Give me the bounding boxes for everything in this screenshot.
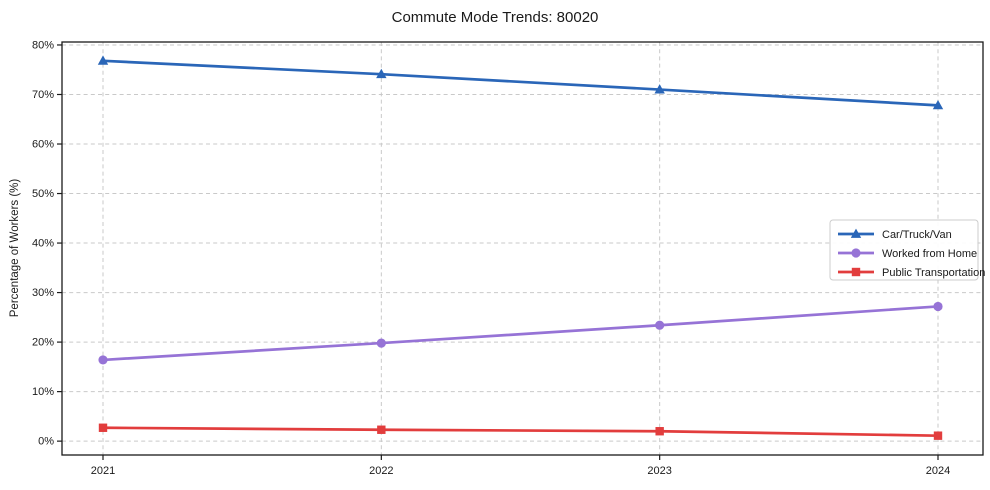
circle-marker xyxy=(376,338,386,348)
legend: Car/Truck/Van Worked from Home Public Tran… xyxy=(829,219,985,281)
y-tick-label: 50% xyxy=(32,188,54,200)
circle-marker xyxy=(933,301,943,312)
y-tick-label: 0% xyxy=(38,436,54,448)
y-tick-label: 60% xyxy=(32,139,54,151)
triangle-marker xyxy=(654,84,665,94)
plot-frame xyxy=(61,41,984,456)
legend-label: Public Transportation xyxy=(882,267,985,279)
square-marker xyxy=(933,431,943,440)
triangle-marker xyxy=(932,99,944,110)
square-marker xyxy=(851,267,861,277)
chart-title: Commute Mode Trends: 80020 xyxy=(391,9,599,26)
y-tick-label: 40% xyxy=(32,238,54,250)
legend-label: Car/Truck/Van xyxy=(882,229,952,241)
square-marker xyxy=(98,423,108,432)
square-marker xyxy=(377,425,386,434)
x-tick-label: 2024 xyxy=(926,465,950,477)
triangle-marker xyxy=(97,55,109,65)
x-tick-label: 2023 xyxy=(647,465,671,477)
y-tick-label: 20% xyxy=(32,337,54,349)
y-tick-label: 30% xyxy=(32,287,54,299)
circle-marker xyxy=(655,320,665,330)
legend-label: Worked from Home xyxy=(882,248,977,260)
y-tick-label: 70% xyxy=(32,89,54,101)
circle-marker xyxy=(98,355,108,365)
x-tick-label: 2022 xyxy=(369,465,393,477)
series-line xyxy=(101,305,940,362)
square-marker xyxy=(655,427,664,436)
y-tick-label: 10% xyxy=(32,386,54,398)
circle-marker xyxy=(851,248,861,258)
series-line xyxy=(101,59,940,107)
x-tick-label: 2021 xyxy=(91,465,115,477)
series-line xyxy=(101,426,940,438)
triangle-marker xyxy=(376,68,387,79)
triangle-marker xyxy=(850,228,862,238)
y-tick-label: 80% xyxy=(32,39,54,51)
